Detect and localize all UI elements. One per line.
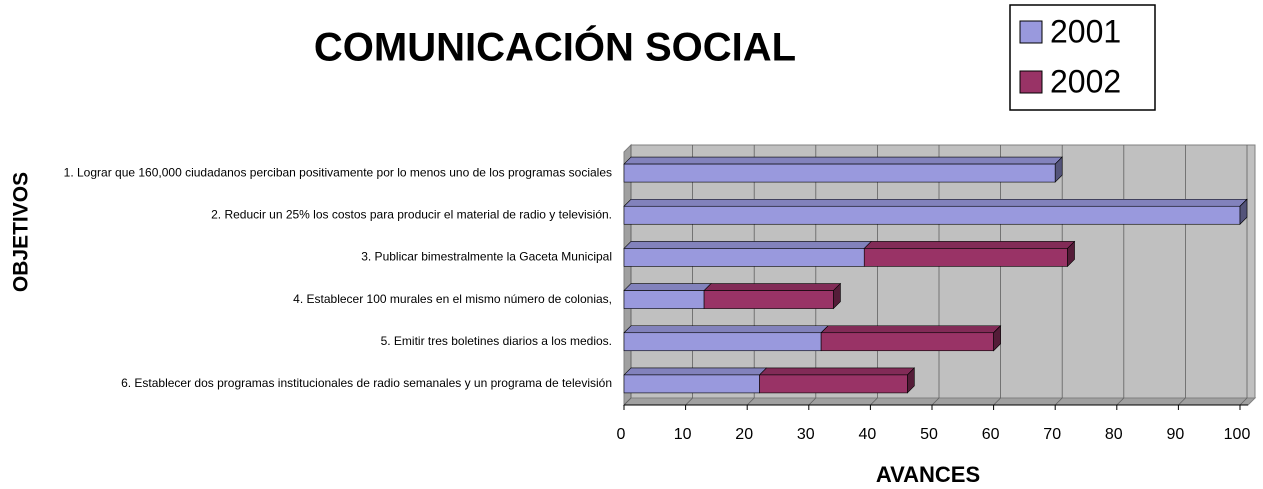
y-tick-label: 5. Emitir tres boletines diarios a los m…: [381, 334, 612, 348]
bar: [623, 332, 822, 352]
grid-line: [808, 397, 817, 406]
bar-top: [703, 283, 842, 291]
y-tick-label: 3. Publicar bimestralmente la Gaceta Mun…: [361, 250, 612, 264]
legend-label: 2001: [1050, 13, 1121, 49]
bar: [623, 163, 1056, 183]
x-tick-label: 10: [674, 426, 692, 443]
y-tick-label: 1. Lograr que 160,000 ciudadanos perciba…: [64, 165, 612, 179]
grid-line: [931, 397, 940, 406]
x-axis-title: AVANCES: [876, 462, 980, 487]
x-tick-label: 40: [859, 426, 877, 443]
bar: [623, 248, 865, 267]
bar-top: [863, 241, 1076, 249]
plot-side-wall: [623, 143, 632, 407]
x-tick-label: 50: [920, 426, 938, 443]
bar: [623, 374, 760, 394]
grid-line: [1116, 397, 1125, 406]
bar-top: [623, 198, 1248, 207]
bar-top: [623, 325, 829, 334]
x-tick-label: 20: [735, 426, 753, 443]
x-tick-label: 90: [1167, 426, 1185, 443]
bar-top: [758, 367, 916, 376]
grid-line: [1239, 397, 1248, 406]
bar-top: [623, 241, 872, 249]
bar-top: [623, 156, 1063, 165]
legend-swatch: [1019, 20, 1043, 44]
x-tick-label: 60: [982, 426, 1000, 443]
y-tick-label: 4. Establecer 100 murales en el mismo nú…: [293, 292, 612, 306]
legend-swatch: [1019, 70, 1043, 94]
grid-line: [1178, 397, 1186, 406]
bar-side: [907, 367, 915, 394]
grid-line: [623, 397, 632, 406]
y-axis-title: OBJETIVOS: [10, 172, 33, 292]
grid-line: [685, 397, 693, 406]
bar-top: [623, 283, 712, 291]
bar-side: [1054, 156, 1063, 183]
bar-side: [1239, 198, 1248, 225]
bar: [703, 290, 834, 309]
bar: [623, 290, 705, 309]
x-tick-label: 80: [1105, 426, 1123, 443]
x-tick-label: 70: [1043, 426, 1061, 443]
grid-line: [746, 397, 755, 406]
plot-floor: [622, 397, 1257, 406]
x-tick-label: 100: [1224, 426, 1251, 443]
plot-wall: [630, 144, 1256, 399]
bar: [863, 248, 1068, 267]
chart-title: COMUNICACIÓN SOCIAL: [314, 24, 796, 70]
grid-line: [870, 397, 878, 406]
x-tick-label: 30: [797, 426, 815, 443]
bar-top: [623, 367, 768, 376]
bar-top: [820, 325, 1002, 334]
grid-line: [993, 397, 1001, 406]
legend-label: 2002: [1050, 63, 1121, 99]
bar-side: [1067, 240, 1075, 268]
bar: [820, 332, 994, 352]
bar: [759, 374, 908, 394]
bar-side: [993, 325, 1001, 352]
y-tick-label: 2. Reducir un 25% los costos para produc…: [211, 207, 612, 221]
x-tick-label: 0: [617, 426, 626, 443]
bar: [623, 205, 1241, 225]
y-tick-label: 6. Establecer dos programas instituciona…: [121, 376, 612, 390]
bar-side: [833, 282, 841, 310]
grid-line: [1054, 397, 1063, 406]
